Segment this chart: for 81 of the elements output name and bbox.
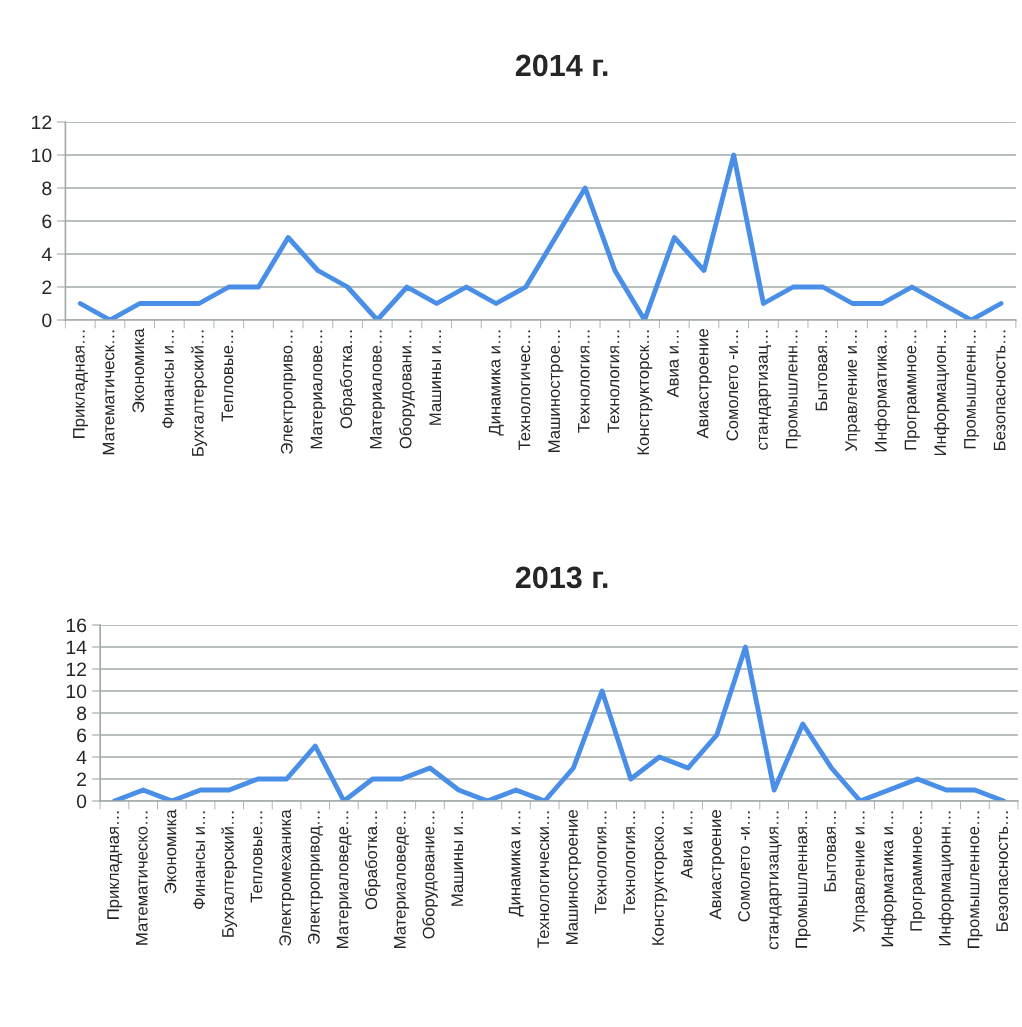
y-tick-label: 4 — [41, 247, 52, 262]
y-tick-label: 12 — [32, 115, 52, 130]
x-tick-label: Экономика — [132, 328, 145, 413]
line-series — [112, 644, 1006, 801]
x-tick-label: Безопасность… — [993, 330, 1006, 450]
x-tick-label: Машины и… — [429, 330, 442, 425]
x-tick-label: Машины и… — [451, 811, 464, 906]
x-tick-label: Технологичес… — [518, 330, 531, 451]
x-tick-label: Обработка… — [339, 330, 356, 429]
chart-title: 2014 г. — [515, 54, 608, 77]
x-tick-label: Информационн… — [938, 811, 954, 946]
x-tick-label: Электромеханика — [279, 809, 295, 946]
y-tick-label: 6 — [77, 728, 87, 743]
y-tick-label: 10 — [32, 148, 52, 163]
x-tick-label: Электроприво… — [280, 330, 296, 454]
x-tick-label: Оборудовани… — [399, 330, 415, 449]
x-tick-label: Авиа и… — [680, 811, 693, 879]
x-tick-label: стандартизация… — [769, 811, 782, 950]
x-tick-label: Программное… — [904, 330, 920, 450]
x-tick-label: Обработка… — [364, 811, 381, 910]
x-tick-label: Сомолето -и… — [726, 330, 739, 441]
x-tick-label: Экономика — [164, 809, 177, 894]
x-tick-label: Управление и… — [845, 330, 861, 452]
x-tick-label: Машиностроение — [566, 810, 582, 945]
y-tick-label: 2 — [42, 280, 52, 295]
x-tick-label: Материалове… — [310, 330, 326, 449]
x-tick-label: Информатика и… — [881, 811, 897, 947]
x-tick-label: Авиа и… — [667, 330, 679, 398]
y-tick-label: 8 — [42, 181, 52, 196]
x-tick-label: Конструкторско… — [652, 811, 668, 945]
x-tick-label: Финансы и… — [193, 811, 206, 909]
x-tick-label: Технология… — [594, 811, 607, 914]
chart-title: 2013 г. — [515, 566, 608, 589]
x-tick-label: Материалове… — [370, 330, 386, 449]
x-tick-label: Технология… — [623, 811, 636, 914]
y-tick-label: 2 — [77, 772, 86, 787]
x-tick-label: Технология… — [578, 330, 590, 433]
x-tick-label: Финансы и… — [162, 330, 174, 428]
x-tick-label: Машинострое… — [548, 330, 564, 452]
x-tick-label: Тепловые… — [250, 811, 263, 903]
x-tick-label: Бытовая… — [815, 330, 828, 411]
x-tick-label: Программное… — [910, 811, 926, 931]
y-tick-label: 12 — [66, 662, 86, 677]
x-tick-label: Электропривод… — [307, 811, 324, 945]
x-tick-label: Технология… — [607, 330, 620, 433]
x-tick-label: Прикладная… — [107, 811, 123, 919]
x-tick-label: Авиастроение — [696, 329, 712, 439]
x-tick-label: Математическ… — [102, 330, 115, 455]
x-tick-label: Бытовая… — [824, 811, 836, 892]
y-tick-label: 6 — [42, 214, 52, 229]
y-tick-label: 4 — [76, 750, 87, 765]
x-tick-label: Информацион… — [933, 330, 950, 456]
x-tick-label: Сомолето -и… — [738, 811, 750, 922]
x-tick-label: Промышленн… — [964, 330, 980, 449]
x-tick-label: Авиастроение — [709, 810, 725, 920]
x-tick-label: Прикладная… — [73, 330, 89, 438]
x-tick-label: Бухгалтерский… — [221, 811, 238, 937]
x-tick-label: Динамика и… — [488, 330, 504, 436]
x-tick-label: Промышленное… — [967, 811, 983, 948]
x-tick-label: Промышленная… — [795, 811, 811, 948]
x-tick-label: Конструкторск… — [637, 330, 653, 455]
y-tick-label: 16 — [66, 618, 87, 633]
x-tick-label: Тепловые… — [221, 330, 234, 422]
y-tick-label: 8 — [76, 706, 87, 721]
x-tick-label: стандартизац… — [758, 330, 772, 450]
x-tick-label: Технологически… — [537, 811, 550, 948]
x-tick-label: Динамика и… — [508, 811, 524, 917]
y-tick-label: 14 — [66, 640, 87, 655]
y-tick-label: 0 — [76, 794, 87, 809]
x-tick-label: Материаловеде… — [336, 811, 352, 948]
y-tick-label: 0 — [42, 313, 52, 328]
x-tick-label: Оборудование… — [422, 811, 438, 939]
x-tick-label: Управление и… — [853, 811, 868, 933]
x-tick-label: Безопасность… — [996, 811, 1009, 931]
x-tick-label: Информатика… — [874, 330, 890, 452]
x-tick-label: Математическо… — [136, 811, 148, 945]
x-tick-label: Материаловеде… — [394, 811, 410, 948]
x-tick-label: Промышленн… — [785, 330, 801, 449]
y-tick-label: 10 — [66, 684, 87, 699]
x-tick-label: Бухгалтерский… — [191, 330, 207, 456]
line-series — [77, 152, 1004, 320]
